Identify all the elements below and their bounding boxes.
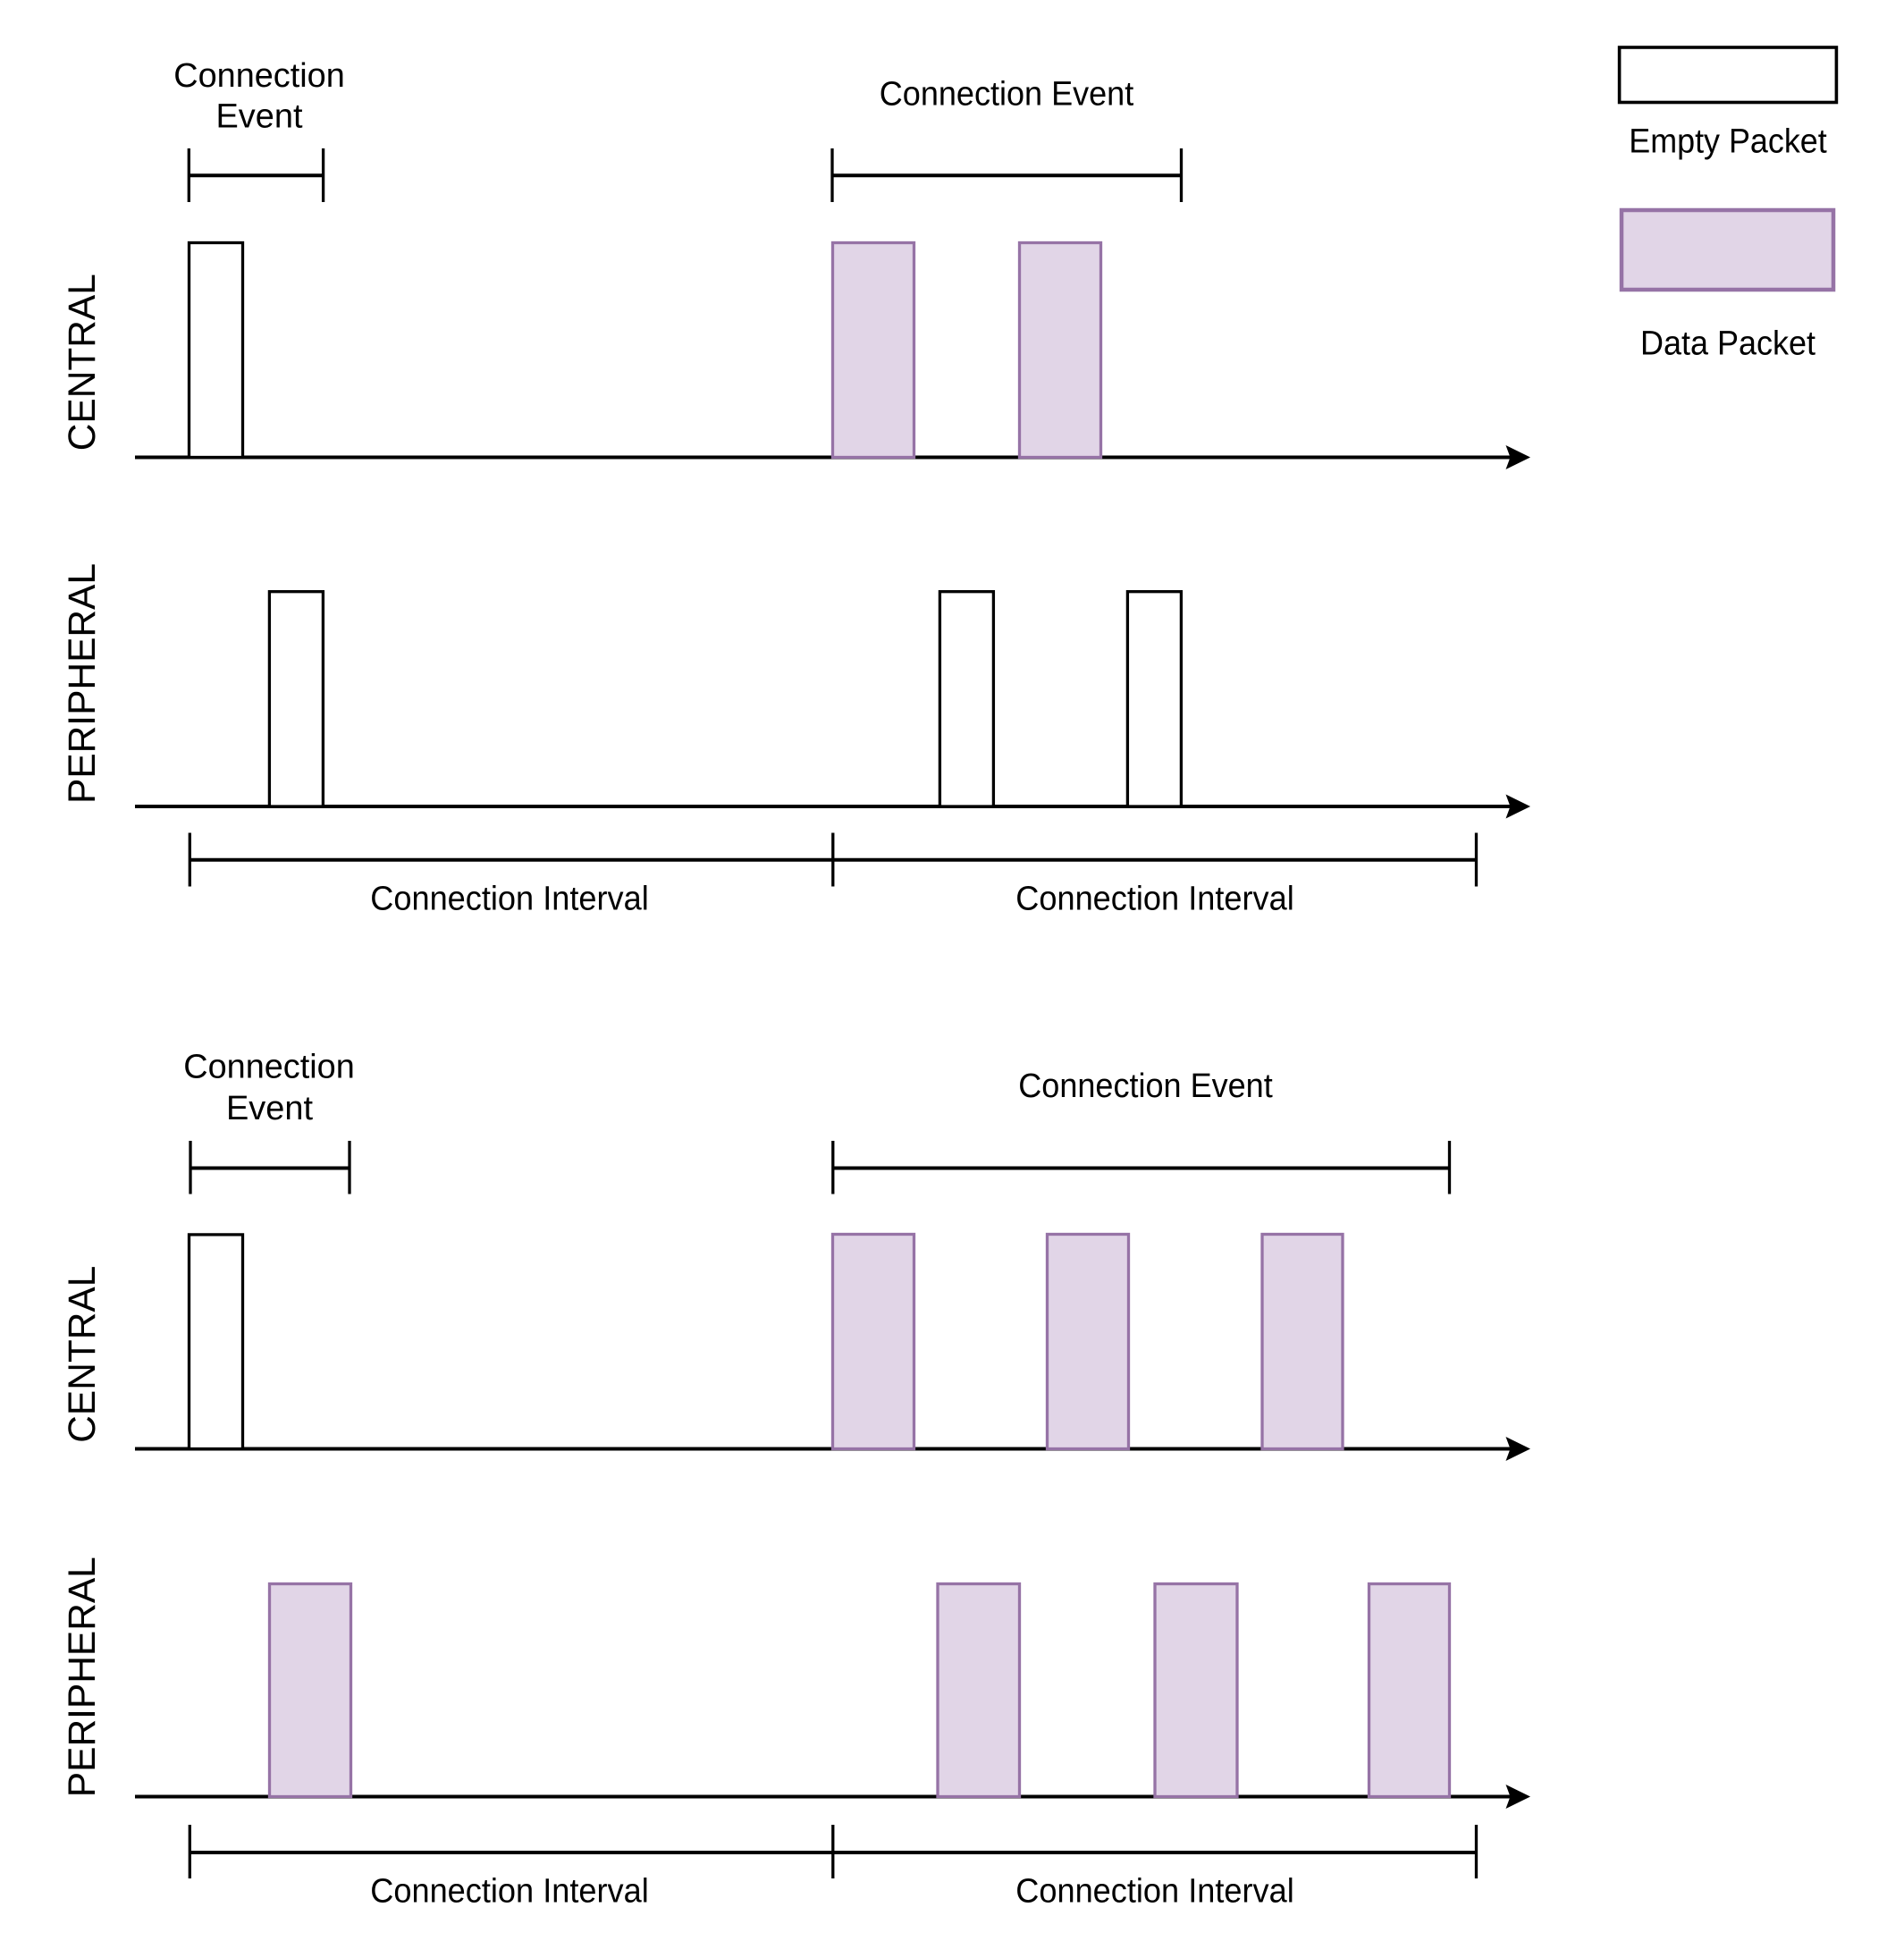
svg-text:Connection: Connection <box>173 57 345 95</box>
svg-text:Connection Event: Connection Event <box>1018 1068 1273 1105</box>
svg-text:Event: Event <box>216 97 303 135</box>
svg-text:Connection: Connection <box>183 1049 355 1086</box>
svg-text:Connection Event: Connection Event <box>880 76 1134 114</box>
svg-text:Data Packet: Data Packet <box>1640 325 1816 363</box>
svg-text:Connection Interval: Connection Interval <box>1015 881 1294 918</box>
svg-text:CENTRAL: CENTRAL <box>61 1266 104 1443</box>
svg-text:Event: Event <box>226 1090 313 1127</box>
svg-text:PERIPHERAL: PERIPHERAL <box>61 563 104 804</box>
svg-text:CENTRAL: CENTRAL <box>61 274 104 451</box>
svg-text:PERIPHERAL: PERIPHERAL <box>61 1557 104 1797</box>
svg-text:Connection Interval: Connection Interval <box>370 881 649 918</box>
svg-text:Connection Interval: Connection Interval <box>1015 1872 1294 1910</box>
svg-text:Connection Interval: Connection Interval <box>370 1872 649 1910</box>
svg-text:Empty Packet: Empty Packet <box>1629 123 1827 161</box>
